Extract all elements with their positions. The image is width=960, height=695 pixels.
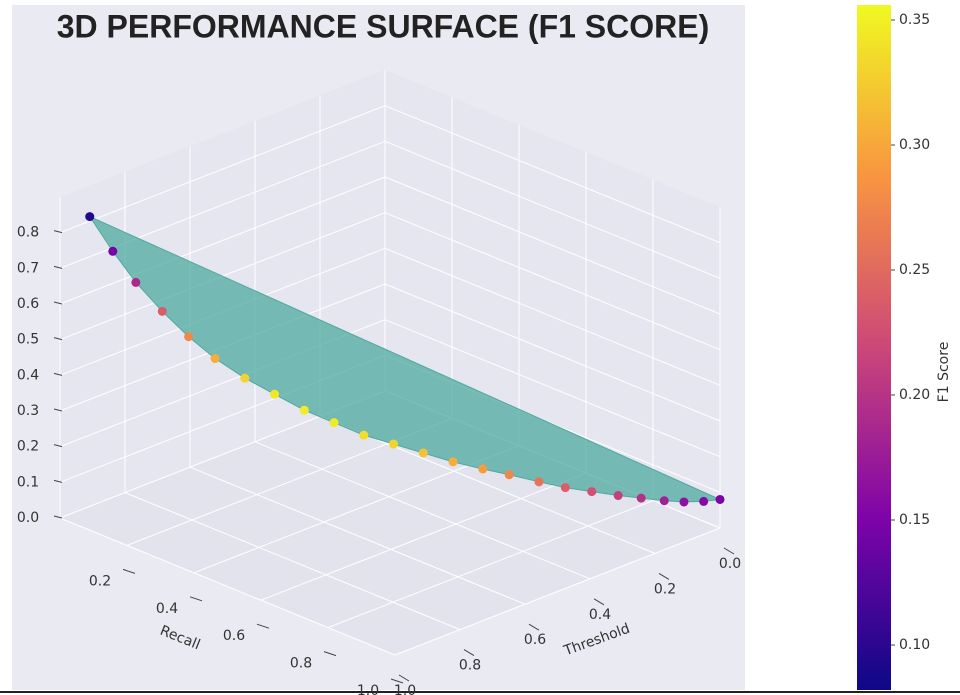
x-tick-label: 1.0 [357,683,379,695]
point [210,354,220,364]
grid-line [384,176,721,315]
grid-line [59,105,386,234]
x-tick-label: 0.6 [223,628,245,644]
point [389,439,399,449]
tick-mark [53,408,63,412]
y-tick-label: 0.4 [589,607,611,623]
tick-mark [323,651,337,657]
tick-mark [53,301,63,305]
point [240,373,250,383]
tick-mark [53,479,63,483]
grid-line [319,415,656,554]
point [613,491,623,501]
z-tick-label: 0.5 [17,332,39,348]
floor-pane [60,391,720,655]
x-tick-label: 0.4 [156,601,178,617]
tick-mark [593,598,605,606]
tick-mark [53,337,63,341]
point [329,418,339,428]
point [359,430,369,440]
grid-line [254,441,591,580]
point [715,494,725,504]
point [504,470,514,480]
tick-mark [398,674,410,682]
x-tick-label: 0.2 [89,573,111,589]
x-tick-label: 0.8 [290,656,312,672]
point [560,483,570,493]
z-tick-label: 0.0 [17,510,39,526]
y-tick-label: 0.0 [719,556,741,572]
colorbar-tick-label: 0.35 [899,12,930,28]
tick-mark [53,372,63,376]
tick-mark [463,649,475,657]
point [587,487,597,497]
z-tick-label: 0.6 [17,296,39,312]
colorbar-tick-label: 0.15 [899,512,930,528]
tick-mark [53,265,63,269]
z-tick-label: 0.4 [17,367,39,383]
point [534,477,544,487]
grid-line [384,283,721,422]
tick-mark [658,572,670,580]
point [478,464,488,474]
colorbar-label: F1 Score [936,342,952,403]
colorbar-tick-label: 0.30 [899,137,930,153]
tick-mark [189,596,203,602]
point [85,212,95,222]
z-tick-label: 0.3 [17,403,39,419]
grid-line [384,212,721,351]
point [299,405,309,415]
z-tick-label: 0.7 [17,260,39,276]
tick-mark [256,623,270,629]
tick-mark [528,623,540,631]
z-tick-label: 0.2 [17,439,39,455]
grid-line [384,319,721,458]
point [131,277,141,287]
tick-mark [53,230,63,234]
point [448,457,458,467]
z-tick-label: 0.1 [17,474,39,490]
grid-line [193,445,520,574]
point [184,332,194,342]
tick-mark [390,678,404,684]
point [108,246,118,256]
grid-line [59,517,396,656]
y-tick-label: 0.8 [459,658,481,674]
point [157,306,167,316]
grid-line [384,105,721,244]
y-tick-label: 0.6 [524,632,546,648]
z-tick-label: 0.8 [17,225,39,241]
y-tick-label: 1.0 [394,683,416,695]
grid-line [384,247,721,386]
colorbar [857,5,891,690]
y-tick-label: 0.2 [654,581,676,597]
tick-mark [723,547,735,555]
tick-mark [53,444,63,448]
grid-line [189,466,526,605]
grid-line [59,176,386,305]
grid-line [384,140,721,279]
tick-mark [122,568,136,574]
point [270,389,280,399]
colorbar-tick-label: 0.10 [899,637,930,653]
point [418,448,428,458]
point [659,496,669,506]
tick-mark [53,515,63,519]
point [699,496,709,506]
colorbar-tick-label: 0.20 [899,387,930,403]
chart-title: 3D PERFORMANCE SURFACE (F1 SCORE) [57,8,710,44]
grid-line [124,492,461,631]
grid-line [260,472,587,601]
point [636,493,646,503]
point [679,497,689,507]
colorbar-tick-label: 0.25 [899,262,930,278]
grid-line [394,527,721,656]
grid-line [327,500,654,629]
